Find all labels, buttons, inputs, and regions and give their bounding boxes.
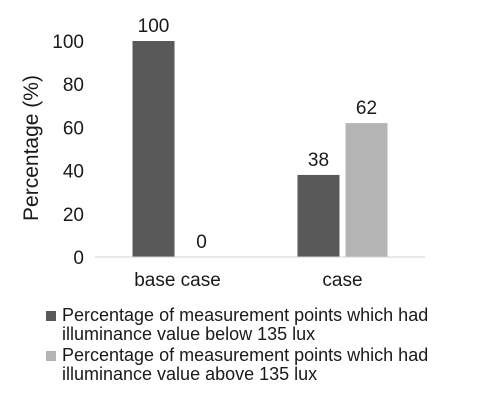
- data-label: 0: [196, 232, 207, 253]
- x-tick-label: base case: [134, 270, 221, 291]
- x-tick-label: case: [322, 270, 362, 291]
- legend-item-above: Percentage of measurement points which h…: [40, 346, 496, 384]
- y-tick-label: 40: [63, 162, 84, 183]
- data-label: 100: [138, 16, 170, 37]
- bar-chart: Percentage (%) 0 20 40 60 80 100 100 0 38 62 bas…: [20, 16, 425, 291]
- y-tick-label: 60: [63, 118, 84, 139]
- bars: [132, 41, 388, 257]
- legend: Percentage of measurement points which h…: [40, 306, 496, 386]
- legend-swatch-above: [46, 351, 56, 361]
- bar-below-case: [297, 174, 340, 257]
- y-tick-label: 20: [63, 205, 84, 226]
- legend-label-below: Percentage of measurement points which h…: [62, 305, 429, 344]
- bar-above-case: [345, 123, 388, 257]
- data-label: 62: [356, 98, 377, 119]
- x-axis-ticks: base case case: [134, 270, 362, 291]
- legend-item-below: Percentage of measurement points which h…: [40, 306, 496, 344]
- y-axis-label: Percentage (%): [20, 75, 43, 221]
- y-tick-label: 100: [52, 32, 84, 53]
- legend-label-above: Percentage of measurement points which h…: [62, 345, 429, 384]
- y-tick-label: 0: [73, 248, 84, 269]
- legend-swatch-below: [46, 311, 56, 321]
- data-labels: 100 0 38 62: [138, 16, 377, 253]
- y-tick-label: 80: [63, 75, 84, 96]
- bar-below-base-case: [132, 41, 175, 257]
- y-axis-ticks: 0 20 40 60 80 100: [52, 32, 84, 269]
- data-label: 38: [308, 150, 329, 171]
